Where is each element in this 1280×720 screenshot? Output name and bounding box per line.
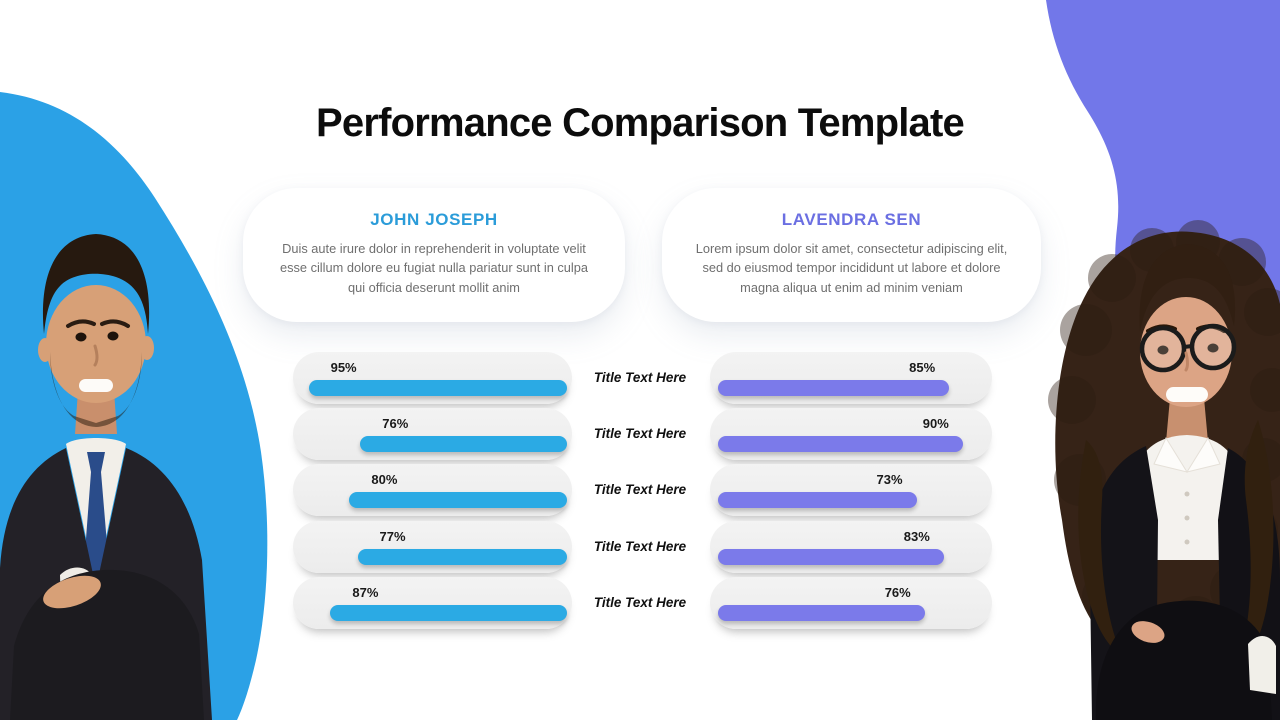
comparison-row: 80% Title Text Here 73%: [0, 464, 1280, 517]
comparison-row: 87% Title Text Here 76%: [0, 576, 1280, 629]
percent-label: 76%: [884, 584, 911, 600]
john-joseph-progress-track: 77%: [293, 520, 572, 573]
row-title: Title Text Here: [593, 538, 687, 554]
john-joseph-progress-bar: [357, 548, 567, 565]
lavendra-sen-progress-track: 83%: [710, 520, 992, 573]
john-joseph-progress-track: 95%: [293, 352, 572, 404]
percent-label: 87%: [352, 584, 379, 600]
john-joseph-progress-bar: [308, 380, 567, 396]
john-joseph-progress-bar: [330, 604, 567, 621]
john-joseph-progress-bar: [349, 492, 567, 509]
lavendra-sen-progress-track: 76%: [710, 576, 992, 629]
percent-label: 77%: [379, 528, 406, 544]
john-joseph-progress-track: 76%: [293, 408, 572, 461]
row-title: Title Text Here: [593, 426, 687, 442]
percent-label: 90%: [922, 416, 949, 432]
percent-label: 95%: [330, 360, 357, 375]
lavendra-sen-progress-track: 90%: [710, 408, 992, 461]
lavendra-sen-progress-bar: [718, 436, 963, 453]
lavendra-sen-progress-bar: [718, 548, 944, 565]
lavendra-sen-progress-bar: [718, 492, 917, 509]
percent-label: 85%: [909, 360, 936, 375]
person-description: Duis aute irure dolor in reprehenderit i…: [279, 241, 588, 295]
john-joseph-card: JOHN JOSEPH Duis aute irure dolor in rep…: [243, 188, 625, 322]
john-joseph-progress-bar: [360, 436, 567, 453]
lavendra-sen-progress-track: 73%: [710, 464, 992, 517]
person-name: LAVENDRA SEN: [781, 210, 922, 229]
lavendra-sen-progress-bar: [718, 604, 925, 621]
row-title: Title Text Here: [593, 482, 687, 498]
person-description: Lorem ipsum dolor sit amet, consectetur …: [695, 241, 1008, 295]
percent-label: 73%: [876, 472, 903, 488]
lavendra-sen-photo: [1048, 220, 1280, 720]
john-joseph-photo: [0, 234, 212, 720]
percent-label: 76%: [382, 416, 409, 432]
slide-title: Performance Comparison Template: [316, 101, 965, 145]
person-name: JOHN JOSEPH: [370, 210, 498, 229]
comparison-row: 77% Title Text Here 83%: [0, 520, 1280, 573]
lavendra-sen-progress-track: 85%: [710, 352, 992, 404]
john-joseph-progress-track: 80%: [293, 464, 572, 517]
row-title: Title Text Here: [593, 370, 687, 385]
lavendra-sen-card: LAVENDRA SEN Lorem ipsum dolor sit amet,…: [662, 188, 1041, 322]
comparison-row: 95% Title Text Here 85%: [0, 352, 1280, 404]
comparison-row: 76% Title Text Here 90%: [0, 408, 1280, 461]
percent-label: 80%: [371, 472, 398, 488]
row-title: Title Text Here: [593, 594, 687, 610]
john-joseph-progress-track: 87%: [293, 576, 572, 629]
lavendra-sen-progress-bar: [718, 380, 950, 396]
percent-label: 83%: [903, 528, 930, 544]
